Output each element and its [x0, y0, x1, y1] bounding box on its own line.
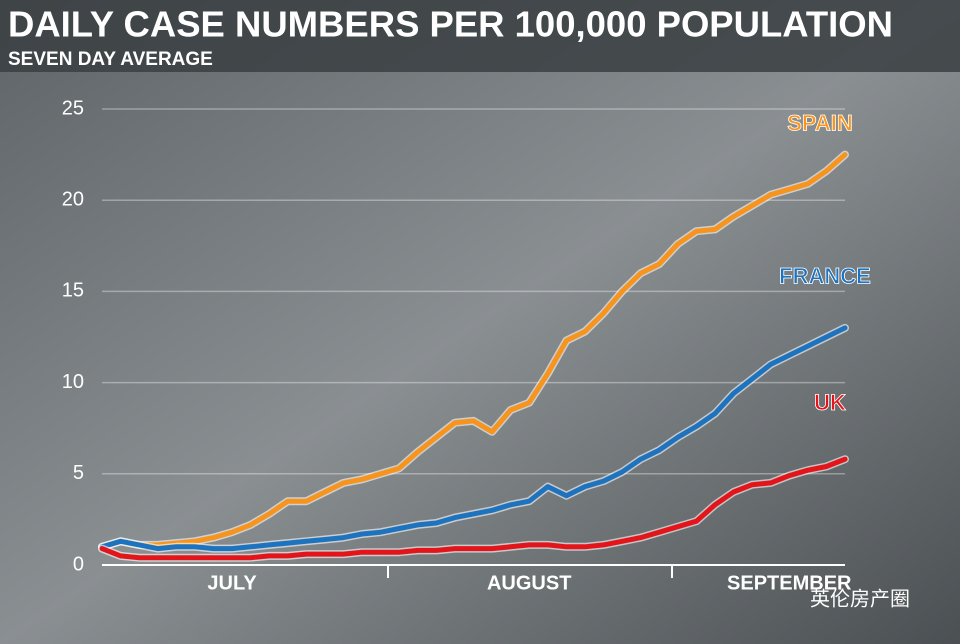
legend-label: UK	[814, 390, 846, 415]
series-line	[99, 456, 848, 561]
y-tick-label: 25	[62, 97, 84, 119]
series-line	[99, 152, 848, 550]
legend-label: FRANCE	[779, 264, 871, 289]
x-tick-label: AUGUST	[487, 572, 571, 594]
y-tick-label: 15	[62, 280, 84, 302]
y-tick-label: 10	[62, 371, 84, 393]
watermark: 英伦房产圈	[810, 587, 910, 610]
x-tick-label: JULY	[207, 572, 257, 594]
y-tick-label: 5	[73, 462, 84, 484]
legend-label: SPAIN	[787, 110, 853, 135]
chart-title: DAILY CASE NUMBERS PER 100,000 POPULATIO…	[8, 4, 893, 45]
chart-subtitle: SEVEN DAY AVERAGE	[8, 49, 213, 70]
y-tick-label: 0	[73, 553, 84, 575]
x-tick-label: SEPTEMBER	[727, 572, 852, 594]
header-band	[0, 0, 960, 72]
series-line	[99, 325, 848, 552]
y-tick-label: 20	[62, 188, 84, 210]
